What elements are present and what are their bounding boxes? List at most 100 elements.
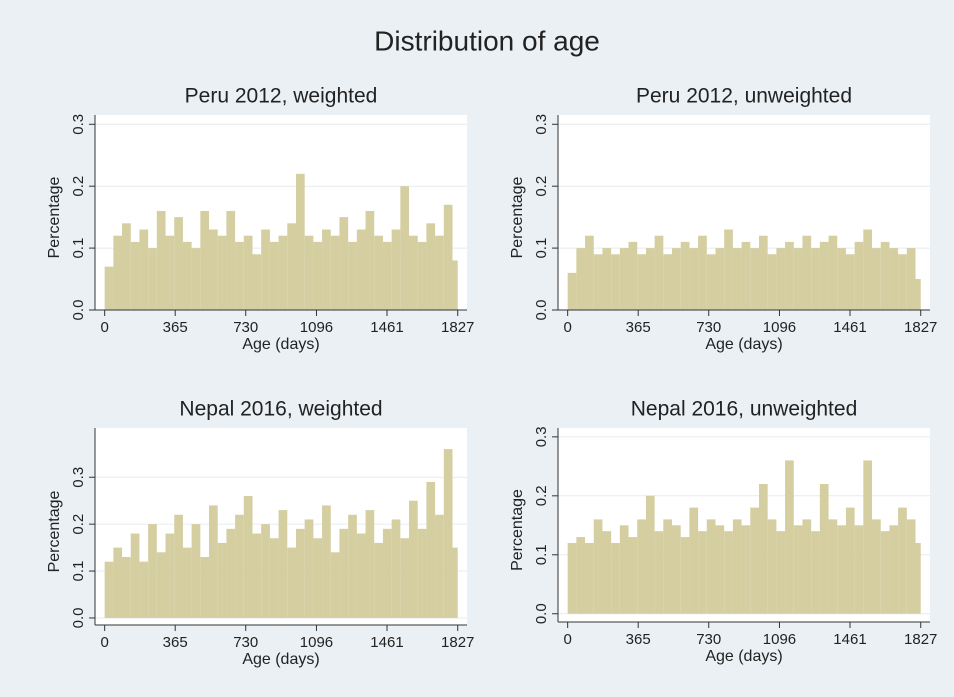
bar (165, 533, 175, 618)
x-tick-label: 1461 (833, 319, 866, 336)
x-axis-label: Age (days) (242, 651, 319, 668)
bar (452, 547, 458, 618)
bar (715, 525, 725, 614)
y-tick-label: 0.0 (70, 300, 87, 321)
bar (139, 229, 149, 310)
bar (139, 561, 149, 618)
bar (715, 248, 725, 310)
bar (226, 528, 236, 618)
bar (200, 556, 210, 618)
bar (828, 519, 838, 614)
bar (365, 510, 375, 618)
bar (409, 235, 418, 310)
bar (409, 500, 418, 618)
bar (698, 531, 707, 614)
bar (793, 525, 803, 614)
bar (602, 248, 612, 310)
x-axis-label: Age (days) (705, 648, 782, 665)
bar (435, 235, 444, 310)
x-tick-label: 1461 (370, 634, 403, 651)
bar (785, 460, 794, 614)
bar (758, 235, 768, 310)
x-tick-label: 1096 (300, 634, 333, 651)
y-axis-label: Percentage (509, 176, 526, 258)
x-tick-label: 730 (233, 634, 258, 651)
figure-title: Distribution of age (374, 25, 600, 56)
bar (645, 495, 655, 614)
x-tick-label: 730 (696, 319, 721, 336)
bar (611, 254, 620, 310)
bar (680, 537, 690, 614)
bar (698, 235, 707, 310)
bar (156, 552, 166, 618)
x-tick-label: 1096 (763, 631, 796, 648)
bar (339, 217, 349, 310)
bar (235, 514, 244, 618)
bar (452, 260, 458, 310)
bar (611, 542, 620, 614)
bar (243, 496, 253, 618)
y-tick-label: 0.2 (533, 176, 550, 197)
x-tick-label: 1827 (441, 319, 474, 336)
y-tick-label: 0.2 (70, 514, 87, 535)
bar (356, 229, 366, 310)
bar (793, 248, 803, 310)
y-tick-label: 0.1 (70, 561, 87, 582)
y-tick-label: 0.1 (533, 238, 550, 259)
bar (287, 223, 296, 310)
bar (122, 556, 131, 618)
bar (156, 210, 166, 310)
x-axis-label: Age (days) (705, 336, 782, 353)
bar (104, 561, 114, 618)
bar (706, 519, 716, 614)
bar (426, 223, 436, 310)
bar (567, 272, 577, 310)
x-tick-label: 730 (696, 631, 721, 648)
bar (906, 248, 916, 310)
bar (148, 524, 157, 618)
bar (619, 525, 629, 614)
bar (724, 531, 733, 614)
bar (269, 241, 279, 310)
x-tick-label: 730 (233, 319, 258, 336)
bar (209, 229, 218, 310)
x-tick-label: 0 (563, 319, 571, 336)
bar (689, 248, 699, 310)
bar (915, 279, 921, 310)
bar (174, 217, 183, 310)
bar (672, 525, 681, 614)
bar (767, 254, 777, 310)
y-tick-label: 0.1 (70, 238, 87, 259)
x-axis-label: Age (days) (242, 336, 319, 353)
bar (593, 519, 603, 614)
bar (724, 229, 733, 310)
bar (130, 241, 140, 310)
bar (113, 547, 123, 618)
x-tick-label: 0 (100, 634, 108, 651)
bar (261, 229, 270, 310)
bar (654, 531, 664, 614)
bar (322, 505, 331, 618)
y-tick-label: 0.0 (533, 300, 550, 321)
bar (400, 538, 410, 618)
bar (637, 519, 646, 614)
x-tick-label: 1827 (441, 634, 474, 651)
bar (863, 229, 873, 310)
bar (758, 484, 768, 614)
bar (200, 210, 210, 310)
bar (906, 519, 916, 614)
bar (235, 241, 244, 310)
y-tick-label: 0.1 (533, 544, 550, 565)
bar (602, 531, 612, 614)
bar (365, 210, 375, 310)
y-tick-label: 0.3 (533, 426, 550, 447)
bar (741, 525, 751, 614)
bar (313, 241, 323, 310)
bar (689, 507, 699, 614)
bar (898, 254, 907, 310)
x-tick-label: 1827 (904, 631, 937, 648)
y-tick-label: 0.0 (70, 608, 87, 629)
bar (845, 507, 855, 614)
bar (382, 241, 392, 310)
bar (391, 229, 401, 310)
